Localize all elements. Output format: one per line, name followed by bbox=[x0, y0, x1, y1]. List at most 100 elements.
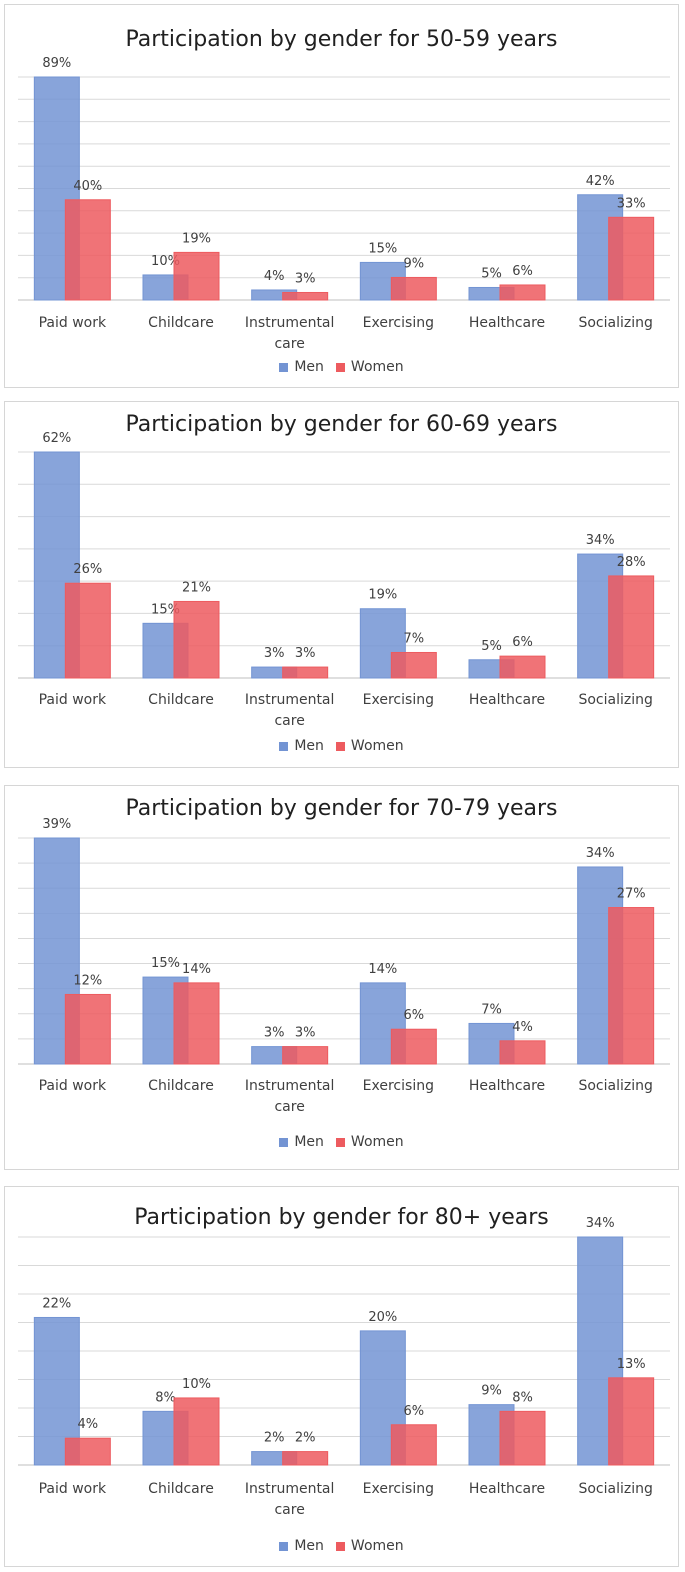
category-label-line: Healthcare bbox=[469, 1481, 545, 1497]
data-label-women: 6% bbox=[404, 1404, 425, 1419]
data-label-men: 62% bbox=[42, 431, 71, 446]
category-group: 15% 9% Exercising bbox=[359, 241, 437, 331]
chart-panel-80-plus: Participation by gender for 80+ years 22… bbox=[4, 1186, 679, 1567]
category-label-line: Childcare bbox=[148, 1481, 214, 1497]
category-group: 5% 6% Healthcare bbox=[468, 264, 546, 331]
data-label-women: 26% bbox=[73, 562, 102, 577]
bar-women bbox=[499, 1410, 546, 1466]
category-group: 34%28% Socializing bbox=[577, 533, 655, 708]
data-label-men: 15% bbox=[151, 956, 180, 971]
category-label: Exercising bbox=[363, 1078, 434, 1094]
bar-women bbox=[173, 1397, 220, 1466]
category-label: Childcare bbox=[148, 1078, 214, 1094]
legend-label-women: Women bbox=[350, 1538, 404, 1554]
chart-title: Participation by gender for 60-69 years bbox=[125, 412, 558, 437]
bar-women bbox=[282, 666, 329, 679]
category-label-line: Instrumental bbox=[245, 315, 335, 331]
category-label-line: Socializing bbox=[578, 1481, 652, 1497]
category-label-line: Paid work bbox=[39, 692, 107, 708]
bar-women bbox=[64, 582, 111, 679]
category-label: Instrumental care bbox=[245, 1481, 335, 1518]
category-group: 3% 3% Instrumental care bbox=[245, 646, 335, 729]
bar-chart-plot: 89% 40% Paid work 10%19% Childcare 4% 3% Instru… bbox=[18, 56, 670, 352]
category-label-line: Socializing bbox=[578, 315, 652, 331]
category-group: 7% 4% Healthcare bbox=[468, 1002, 546, 1094]
category-label: Exercising bbox=[363, 692, 434, 708]
legend-item-men: Men bbox=[279, 738, 324, 754]
legend-item-women: Women bbox=[335, 359, 404, 375]
data-label-men: 42% bbox=[586, 174, 615, 189]
category-label: Childcare bbox=[148, 1481, 214, 1497]
bar-women bbox=[173, 600, 220, 679]
data-label-men: 3% bbox=[264, 1026, 285, 1041]
data-label-women: 8% bbox=[512, 1390, 533, 1405]
chart-title: Participation by gender for 80+ years bbox=[134, 1205, 549, 1230]
category-label-line: care bbox=[274, 1099, 304, 1115]
legend-label-women: Women bbox=[350, 359, 404, 375]
category-label: Healthcare bbox=[469, 1078, 545, 1094]
data-label-men: 22% bbox=[42, 1296, 71, 1311]
category-group: 34% 13% Socializing bbox=[577, 1216, 655, 1497]
category-label-line: Instrumental bbox=[245, 692, 335, 708]
category-label-line: Paid work bbox=[39, 1078, 107, 1094]
category-group: 34% 27% Socializing bbox=[577, 846, 655, 1094]
legend-swatch-women bbox=[335, 362, 345, 372]
category-group: 20% 6% Exercising bbox=[359, 1310, 437, 1497]
bar-women bbox=[173, 251, 220, 301]
legend-item-women: Women bbox=[335, 1134, 404, 1150]
legend-label-men: Men bbox=[294, 359, 324, 375]
bar-women bbox=[390, 651, 437, 679]
data-label-men: 4% bbox=[264, 269, 285, 284]
data-label-men: 5% bbox=[481, 639, 502, 654]
category-label: Paid work bbox=[39, 1481, 107, 1497]
bar-women bbox=[390, 276, 437, 301]
data-label-women: 9% bbox=[404, 256, 425, 271]
bar-women bbox=[64, 993, 111, 1065]
data-label-men: 34% bbox=[586, 846, 615, 861]
data-label-women: 14% bbox=[182, 962, 211, 977]
data-label-women: 7% bbox=[404, 631, 425, 646]
chart-title: Participation by gender for 50-59 years bbox=[125, 27, 558, 52]
category-label-line: Socializing bbox=[578, 1078, 652, 1094]
category-group: 14% 6% Exercising bbox=[359, 962, 437, 1094]
category-label: Instrumental care bbox=[245, 1078, 335, 1115]
data-label-women: 4% bbox=[512, 1020, 533, 1035]
bar-women bbox=[282, 1046, 329, 1065]
bar-women bbox=[499, 1040, 546, 1065]
category-label-line: Healthcare bbox=[469, 1078, 545, 1094]
data-label-men: 8% bbox=[155, 1390, 176, 1405]
category-label-line: Instrumental bbox=[245, 1078, 335, 1094]
bar-women bbox=[608, 216, 655, 301]
data-label-men: 10% bbox=[151, 254, 180, 269]
bar-women bbox=[499, 284, 546, 301]
legend-label-men: Men bbox=[294, 1538, 324, 1554]
bar-women bbox=[499, 655, 546, 679]
category-group: 8% 10% Childcare bbox=[142, 1377, 220, 1497]
data-label-men: 7% bbox=[481, 1002, 502, 1017]
data-label-women: 3% bbox=[295, 1026, 316, 1041]
data-label-men: 19% bbox=[368, 588, 397, 603]
category-label-line: Childcare bbox=[148, 315, 214, 331]
category-label-line: Exercising bbox=[363, 1078, 434, 1094]
chart-legend: Men Women bbox=[5, 359, 678, 375]
data-label-women: 12% bbox=[73, 973, 102, 988]
legend-swatch-men bbox=[279, 1541, 289, 1551]
legend-item-women: Women bbox=[335, 738, 404, 754]
data-label-women: 6% bbox=[512, 635, 533, 650]
category-group: 42%33% Socializing bbox=[577, 174, 655, 331]
data-label-men: 20% bbox=[368, 1310, 397, 1325]
category-label: Socializing bbox=[578, 1481, 652, 1497]
chart-legend: Men Women bbox=[5, 738, 678, 754]
category-group: 39% 12% Paid work bbox=[33, 817, 111, 1094]
legend-swatch-men bbox=[279, 1137, 289, 1147]
data-label-women: 6% bbox=[512, 264, 533, 279]
category-label: Socializing bbox=[578, 692, 652, 708]
legend-label-women: Women bbox=[350, 738, 404, 754]
category-label: Childcare bbox=[148, 692, 214, 708]
category-label: Instrumental care bbox=[245, 315, 335, 352]
category-label: Healthcare bbox=[469, 315, 545, 331]
data-label-women: 4% bbox=[78, 1417, 99, 1432]
category-label: Paid work bbox=[39, 1078, 107, 1094]
category-label-line: Paid work bbox=[39, 1481, 107, 1497]
data-label-men: 14% bbox=[368, 962, 397, 977]
